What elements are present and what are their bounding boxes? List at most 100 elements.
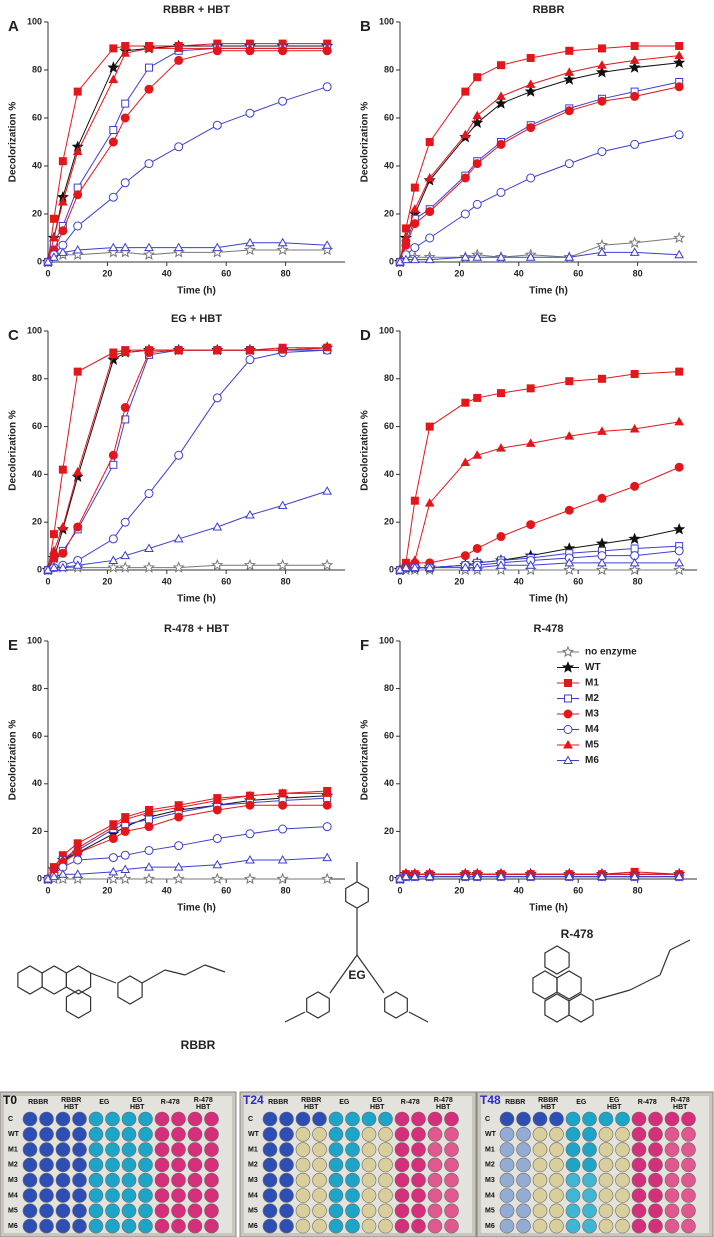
well bbox=[121, 1172, 137, 1188]
marker bbox=[108, 137, 118, 147]
marker bbox=[565, 46, 574, 55]
marker bbox=[564, 67, 575, 76]
well bbox=[444, 1157, 459, 1173]
marker bbox=[526, 520, 536, 530]
marker bbox=[120, 826, 130, 836]
marker bbox=[119, 872, 132, 885]
marker bbox=[564, 159, 574, 169]
marker bbox=[460, 173, 470, 183]
marker bbox=[72, 467, 83, 476]
well bbox=[154, 1111, 170, 1127]
well bbox=[499, 1188, 515, 1203]
marker bbox=[425, 233, 435, 243]
well bbox=[187, 1157, 203, 1173]
well bbox=[187, 1127, 203, 1142]
marker bbox=[49, 871, 59, 881]
well bbox=[105, 1218, 120, 1234]
marker bbox=[212, 795, 223, 804]
well bbox=[582, 1203, 597, 1219]
legend-label: M3 bbox=[585, 709, 599, 720]
well bbox=[72, 1218, 87, 1234]
well bbox=[138, 1157, 153, 1173]
marker bbox=[144, 543, 154, 552]
marker bbox=[144, 489, 154, 499]
well bbox=[187, 1188, 203, 1203]
marker bbox=[278, 824, 288, 834]
marker bbox=[276, 558, 289, 571]
well bbox=[411, 1172, 426, 1188]
marker bbox=[410, 243, 420, 253]
well bbox=[499, 1142, 515, 1157]
y-tick-label: 80 bbox=[384, 683, 394, 693]
plate-column-label: RBBR bbox=[268, 1099, 288, 1106]
well bbox=[411, 1188, 426, 1203]
well bbox=[598, 1157, 614, 1173]
well bbox=[171, 1157, 186, 1173]
well bbox=[72, 1142, 87, 1157]
well bbox=[121, 1127, 137, 1142]
well bbox=[295, 1218, 311, 1234]
x-tick-label: 80 bbox=[633, 885, 643, 895]
marker bbox=[673, 563, 686, 576]
y-axis-label: Decolorization % bbox=[8, 102, 19, 183]
y-tick-label: 100 bbox=[27, 325, 42, 335]
well bbox=[72, 1127, 87, 1142]
marker bbox=[460, 252, 471, 261]
plate-label: T0 bbox=[3, 1093, 17, 1107]
well bbox=[328, 1127, 344, 1142]
well bbox=[549, 1157, 564, 1173]
marker bbox=[212, 805, 222, 815]
marker bbox=[409, 562, 420, 572]
well bbox=[394, 1127, 410, 1142]
chart-title: R-478 + HBT bbox=[164, 623, 229, 635]
structure-label: RBBR bbox=[181, 1038, 216, 1052]
plate-row-label: C bbox=[8, 1116, 13, 1123]
marker bbox=[473, 73, 482, 82]
well bbox=[681, 1127, 696, 1142]
marker bbox=[629, 55, 640, 64]
x-axis-label: Time (h) bbox=[177, 903, 216, 914]
well bbox=[361, 1157, 377, 1173]
y-tick-label: 80 bbox=[32, 373, 42, 383]
marker bbox=[322, 240, 333, 249]
marker bbox=[245, 355, 255, 365]
well bbox=[138, 1218, 153, 1234]
well bbox=[427, 1218, 443, 1234]
marker bbox=[564, 557, 575, 567]
well bbox=[394, 1188, 410, 1203]
well bbox=[262, 1203, 278, 1219]
structure-label: R-478 bbox=[561, 927, 594, 941]
well bbox=[262, 1142, 278, 1157]
marker bbox=[57, 854, 68, 864]
y-tick-label: 80 bbox=[384, 64, 394, 74]
panel-letter: A bbox=[8, 18, 19, 35]
well bbox=[516, 1188, 531, 1203]
y-tick-label: 40 bbox=[384, 160, 394, 170]
marker bbox=[108, 192, 118, 202]
marker bbox=[322, 43, 333, 52]
marker bbox=[472, 199, 482, 209]
marker bbox=[173, 345, 184, 354]
plate-column-label: HBT bbox=[541, 1104, 556, 1111]
y-tick-label: 20 bbox=[32, 208, 42, 218]
marker bbox=[58, 465, 67, 474]
marker bbox=[629, 423, 640, 433]
well bbox=[582, 1127, 597, 1142]
marker bbox=[630, 370, 639, 379]
well bbox=[22, 1188, 38, 1203]
y-tick-label: 0 bbox=[37, 256, 42, 266]
marker bbox=[142, 248, 156, 260]
well bbox=[598, 1203, 614, 1219]
well bbox=[121, 1157, 137, 1173]
y-tick-label: 100 bbox=[27, 16, 42, 26]
legend-marker bbox=[563, 739, 573, 749]
marker bbox=[120, 550, 131, 560]
well bbox=[328, 1218, 344, 1234]
series-line: M1 bbox=[399, 45, 680, 263]
well bbox=[648, 1188, 663, 1203]
marker bbox=[174, 55, 184, 65]
y-tick-label: 40 bbox=[384, 778, 394, 788]
panel-letter: F bbox=[360, 637, 369, 654]
marker bbox=[322, 342, 333, 352]
well bbox=[532, 1203, 548, 1219]
